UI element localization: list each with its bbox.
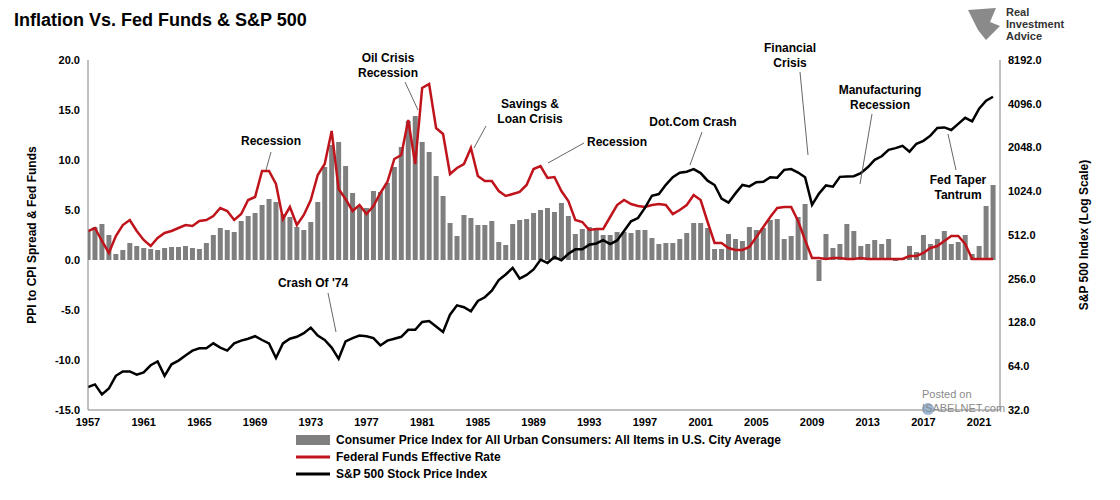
svg-text:64.0: 64.0 [1008, 360, 1029, 372]
svg-text:2001: 2001 [688, 416, 712, 428]
svg-text:2021: 2021 [967, 416, 991, 428]
svg-text:S&P 500 Index (Log Scale): S&P 500 Index (Log Scale) [1077, 160, 1091, 311]
svg-text:1997: 1997 [633, 416, 657, 428]
svg-text:Oil CrisisRecession: Oil CrisisRecession [358, 51, 418, 80]
svg-text:Fed TaperTantrum: Fed TaperTantrum [930, 173, 987, 202]
svg-text:10.0: 10.0 [59, 154, 80, 166]
svg-text:2013: 2013 [855, 416, 879, 428]
svg-text:1024.0: 1024.0 [1008, 185, 1042, 197]
svg-text:256.0: 256.0 [1008, 273, 1036, 285]
svg-text:2009: 2009 [800, 416, 824, 428]
svg-text:8192.0: 8192.0 [1008, 54, 1042, 66]
svg-text:32.0: 32.0 [1008, 404, 1029, 416]
svg-text:0.0: 0.0 [65, 254, 80, 266]
svg-text:1969: 1969 [243, 416, 267, 428]
svg-text:-10.0: -10.0 [55, 354, 80, 366]
svg-text:128.0: 128.0 [1008, 316, 1036, 328]
svg-text:Consumer Price Index for All U: Consumer Price Index for All Urban Consu… [336, 433, 781, 447]
svg-text:1957: 1957 [76, 416, 100, 428]
svg-text:15.0: 15.0 [59, 104, 80, 116]
svg-text:5.0: 5.0 [65, 204, 80, 216]
svg-text:512.0: 512.0 [1008, 229, 1036, 241]
svg-text:1977: 1977 [354, 416, 378, 428]
svg-text:Dot.Com Crash: Dot.Com Crash [649, 115, 736, 129]
svg-text:Crash Of '74: Crash Of '74 [278, 276, 349, 290]
svg-text:1981: 1981 [410, 416, 434, 428]
svg-text:20.0: 20.0 [59, 54, 80, 66]
svg-text:2005: 2005 [744, 416, 768, 428]
svg-text:Inflation Vs. Fed Funds & S&P: Inflation Vs. Fed Funds & S&P 500 [14, 10, 307, 30]
svg-text:Savings &Loan Crisis: Savings &Loan Crisis [497, 97, 563, 126]
svg-text:RealInvestmentAdvice: RealInvestmentAdvice [1006, 6, 1064, 42]
svg-text:PPI to CPI Spread & Fed Funds: PPI to CPI Spread & Fed Funds [25, 146, 39, 324]
svg-text:Federal Funds Effective Rate: Federal Funds Effective Rate [336, 450, 501, 464]
svg-text:-15.0: -15.0 [55, 404, 80, 416]
svg-text:FinancialCrisis: FinancialCrisis [764, 41, 816, 70]
svg-text:1965: 1965 [187, 416, 211, 428]
svg-text:2048.0: 2048.0 [1008, 141, 1042, 153]
svg-text:2017: 2017 [911, 416, 935, 428]
svg-text:4096.0: 4096.0 [1008, 98, 1042, 110]
svg-text:1961: 1961 [131, 416, 155, 428]
svg-text:1993: 1993 [577, 416, 601, 428]
svg-text:Recession: Recession [241, 134, 301, 148]
svg-text:1989: 1989 [521, 416, 545, 428]
svg-text:-5.0: -5.0 [61, 304, 80, 316]
svg-text:1985: 1985 [466, 416, 490, 428]
svg-text:Recession: Recession [587, 135, 647, 149]
svg-text:1973: 1973 [299, 416, 323, 428]
svg-text:Posted onISABELNET.com: Posted onISABELNET.com [922, 388, 1005, 414]
svg-text:S&P 500 Stock Price Index: S&P 500 Stock Price Index [336, 467, 488, 481]
svg-text:ManufacturingRecession: ManufacturingRecession [839, 83, 922, 112]
